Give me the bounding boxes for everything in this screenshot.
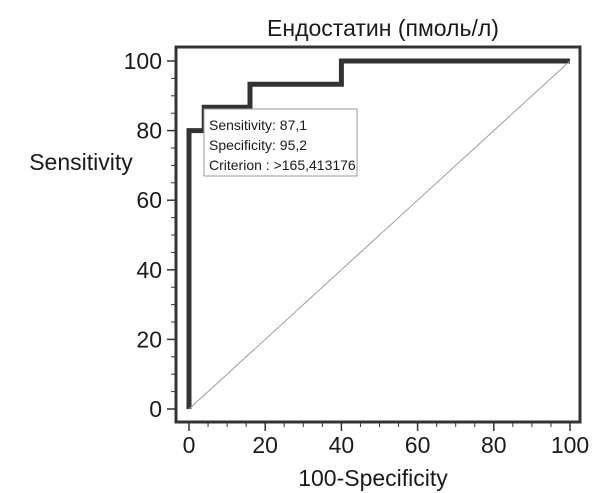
- data-series: [186, 58, 571, 410]
- x-tick-label: 80: [481, 432, 507, 458]
- annotation-sensitivity: Sensitivity: 87,1: [209, 117, 307, 133]
- y-tick-label: 100: [124, 48, 162, 74]
- x-axis-label: 100-Specificity: [298, 465, 448, 491]
- annotation-specificity: Specificity: 95,2: [209, 137, 307, 153]
- y-tick-label: 60: [136, 187, 162, 213]
- annotation-background: [203, 108, 358, 177]
- roc-curve-line: [186, 58, 570, 409]
- x-tick-label: 0: [183, 432, 196, 458]
- x-tick-label: 20: [252, 432, 278, 458]
- chart-title: Ендостатин (пмоль/л): [267, 15, 499, 41]
- x-tick-label: 60: [405, 432, 431, 458]
- y-tick-label: 80: [136, 118, 162, 144]
- axis-ticks: 0 20 40 60 80 100 0 20 40 60 80 100: [124, 48, 590, 458]
- x-tick-label: 100: [551, 432, 589, 458]
- criterion-annotation: Sensitivity: 87,1 Specificity: 95,2 Crit…: [203, 108, 358, 177]
- reference-diagonal-line: [188, 60, 571, 410]
- plot-frame: [174, 45, 582, 424]
- y-axis-label: Sensitivity: [29, 149, 133, 175]
- y-tick-label: 40: [136, 257, 162, 283]
- y-tick-label: 0: [149, 396, 162, 422]
- y-tick-label: 20: [136, 326, 162, 352]
- annotation-criterion: Criterion : >165,413176: [209, 157, 356, 173]
- x-tick-label: 40: [329, 432, 355, 458]
